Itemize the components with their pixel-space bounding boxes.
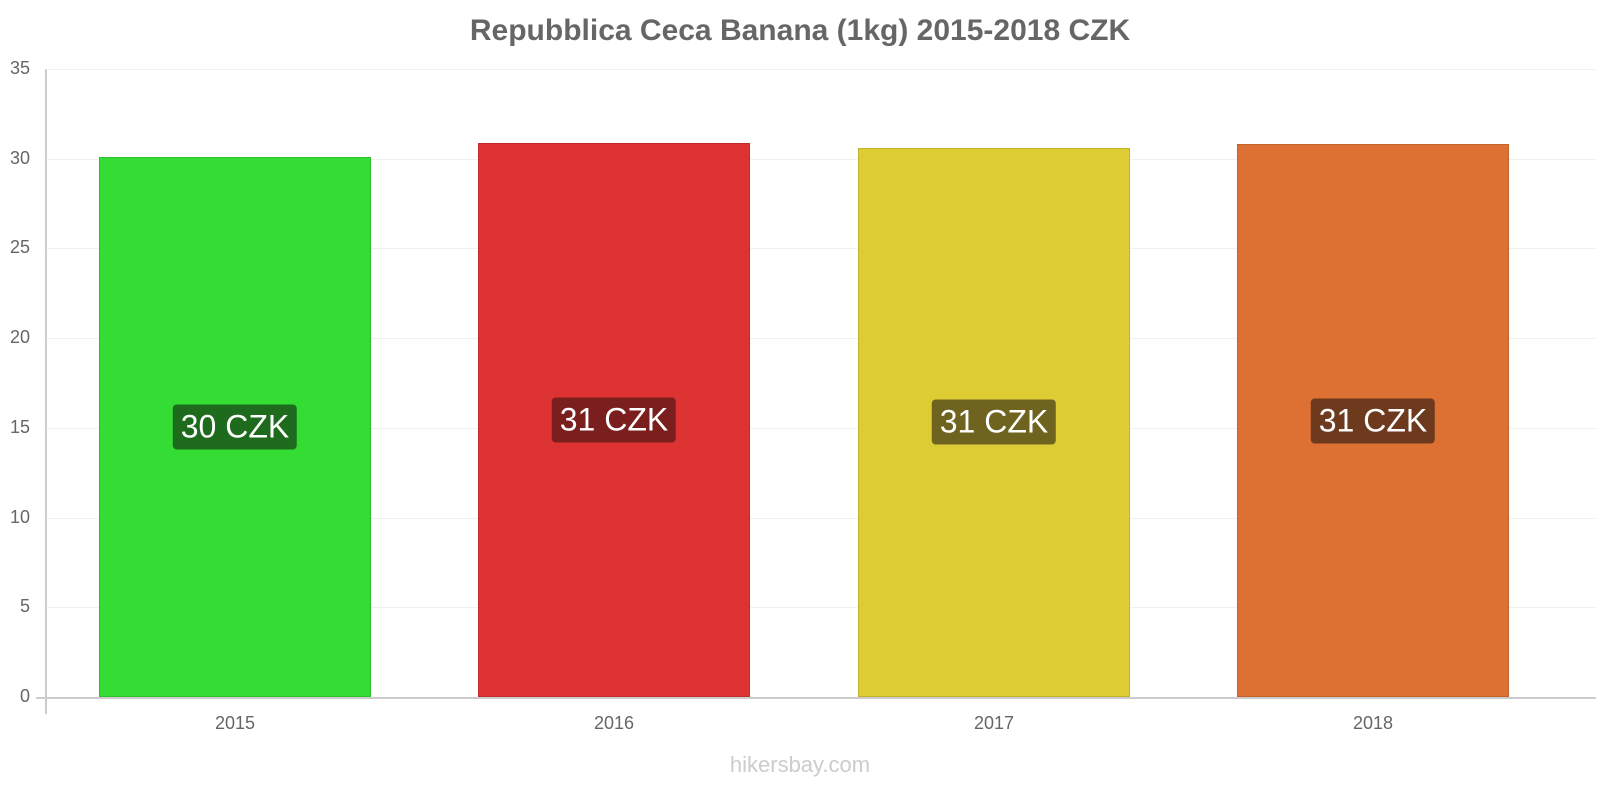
y-tick-label: 5 xyxy=(19,596,30,617)
y-tick-label: 10 xyxy=(9,506,30,527)
bar-value-label: 30 CZK xyxy=(172,404,298,450)
gridline xyxy=(46,427,1596,429)
gridline xyxy=(46,69,1596,70)
gridline xyxy=(46,338,1596,340)
bar-value-label: 31 CZK xyxy=(1310,398,1436,444)
y-tick-label: 35 xyxy=(9,58,30,78)
y-tick-label: 30 xyxy=(9,147,30,168)
x-tick-label: 2016 xyxy=(593,713,635,733)
site-credit: hikersbay.com xyxy=(729,752,871,777)
gridline xyxy=(46,248,1596,250)
bar-value-label: 31 CZK xyxy=(931,399,1057,445)
y-tick-label: 15 xyxy=(9,416,30,437)
y-tick-label: 0 xyxy=(19,686,30,706)
gridline xyxy=(46,607,1596,609)
gridline xyxy=(46,517,1596,519)
y-tick-label: 25 xyxy=(9,237,30,258)
x-axis-line xyxy=(36,697,1596,699)
x-tick-label: 2018 xyxy=(1352,713,1394,733)
bar-value-label: 31 CZK xyxy=(551,397,677,443)
x-tick-label: 2017 xyxy=(973,713,1015,733)
gridline xyxy=(46,158,1596,160)
y-tick-label: 20 xyxy=(9,327,30,348)
chart-title: Repubblica Ceca Banana (1kg) 2015-2018 C… xyxy=(469,14,1131,47)
y-axis-line xyxy=(45,69,47,714)
x-tick-label: 2015 xyxy=(214,713,256,733)
